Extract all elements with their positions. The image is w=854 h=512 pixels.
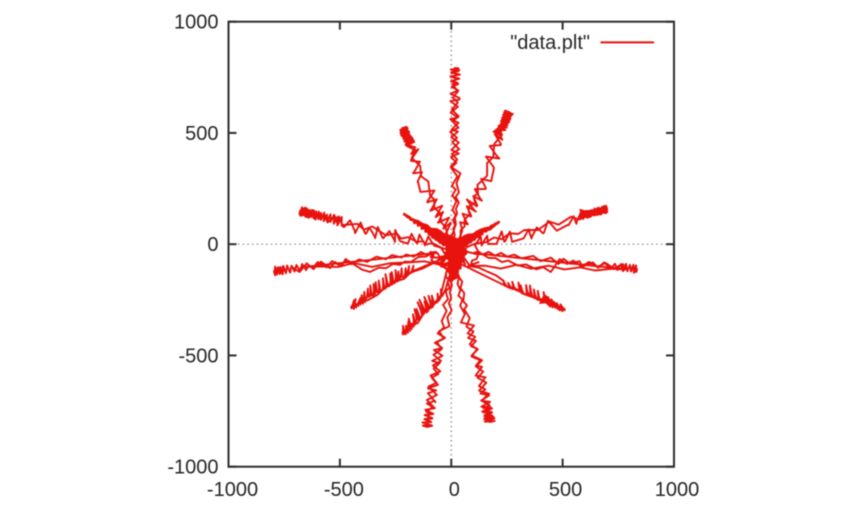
svg-text:"data.plt": "data.plt": [510, 32, 590, 54]
svg-text:-500: -500: [324, 479, 364, 501]
svg-text:1000: 1000: [655, 479, 700, 501]
svg-text:500: 500: [185, 123, 218, 145]
svg-text:1000: 1000: [174, 12, 219, 34]
svg-text:0: 0: [449, 479, 460, 501]
svg-text:500: 500: [549, 479, 582, 501]
svg-text:-1000: -1000: [207, 479, 258, 501]
svg-text:-500: -500: [178, 345, 218, 367]
svg-text:-1000: -1000: [167, 457, 218, 479]
svg-text:0: 0: [207, 234, 218, 256]
